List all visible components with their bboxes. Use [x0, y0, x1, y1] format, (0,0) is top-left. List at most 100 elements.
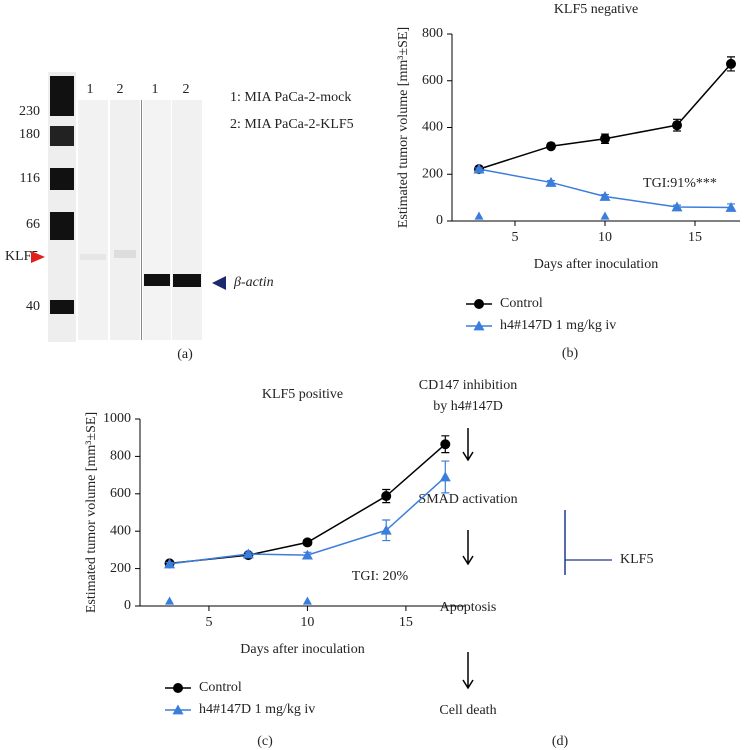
lane-label: 2 [183, 82, 190, 97]
y-tick-label: 400 [422, 120, 443, 135]
point [473, 163, 485, 174]
ladder-band [50, 212, 74, 240]
legend-label: Control [500, 296, 543, 311]
point [599, 190, 611, 201]
chart-title: KLF5 negative [554, 2, 638, 17]
legend-label: h4#147D 1 mg/kg iv [199, 702, 315, 717]
step-text: Apoptosis [440, 600, 497, 615]
panel-label: (d) [552, 734, 569, 749]
point [302, 537, 313, 548]
y-tick-label: 200 [422, 166, 443, 181]
y-axis-label: Estimated tumor volume [mm³±SE] [396, 27, 411, 228]
marker-label: 116 [20, 171, 40, 186]
target-label: KLF5 [5, 249, 38, 264]
x-axis-label: Days after inoculation [240, 642, 364, 657]
chart-title: KLF5 positive [262, 387, 343, 402]
y-axis-label: Estimated tumor volume [mm³±SE] [84, 412, 99, 613]
arrow [462, 652, 474, 690]
lane-label: 1 [87, 82, 94, 97]
inhibitor-label: KLF5 [620, 552, 653, 567]
marker-label: 66 [26, 217, 40, 232]
point [380, 524, 392, 535]
target-arrow [31, 251, 45, 263]
arrow [462, 428, 474, 462]
key-text: 2: MIA PaCa-2-KLF5 [230, 117, 354, 132]
step-text: Cell death [439, 703, 496, 718]
ladder-band [50, 300, 74, 314]
point [242, 548, 254, 559]
dose-marker [600, 211, 610, 220]
step-text: by h4#147D [433, 399, 503, 414]
arrows [462, 428, 474, 690]
arrow [462, 530, 474, 566]
blot-panel: 230 180 116 66 40 KLF5 1 2 1 2 1: MIA Pa… [5, 72, 354, 362]
x-tick-label: 15 [688, 230, 702, 245]
ladder-lane [48, 72, 76, 342]
x-tick-label: 5 [205, 615, 212, 630]
legend-marker [474, 299, 484, 309]
y-tick-label: 600 [110, 486, 131, 501]
point [725, 201, 737, 212]
lane [78, 100, 108, 340]
point [726, 58, 736, 69]
point [164, 558, 176, 569]
annotation: TGI: 20% [352, 569, 409, 584]
y-tick-label: 400 [110, 523, 131, 538]
dose-marker [302, 596, 312, 605]
lane [172, 100, 202, 340]
panel-label: (b) [562, 346, 579, 361]
marker-label: 180 [19, 127, 40, 142]
x-tick-label: 15 [399, 615, 413, 630]
x-tick-label: 5 [512, 230, 519, 245]
point [545, 176, 557, 187]
point [600, 133, 610, 144]
ladder-band [50, 168, 74, 190]
y-tick-label: 1000 [103, 411, 131, 426]
band [173, 274, 201, 287]
legend-label: h4#147D 1 mg/kg iv [500, 318, 616, 333]
band [114, 250, 136, 258]
key-text: 1: MIA PaCa-2-mock [230, 90, 351, 105]
step-text: CD147 inhibition [419, 378, 517, 393]
dose-marker [165, 596, 175, 605]
lane-label: 1 [152, 82, 159, 97]
legend-marker [173, 683, 183, 693]
series-line [478, 63, 732, 170]
point [546, 141, 556, 152]
dose-marker [474, 211, 484, 220]
marker-label: 40 [26, 299, 40, 314]
point [439, 471, 451, 482]
step-text: SMAD activation [418, 492, 517, 507]
y-tick-label: 0 [124, 598, 131, 613]
point [671, 201, 683, 212]
point [301, 549, 313, 560]
lane [143, 100, 171, 340]
legend-marker [172, 704, 184, 715]
point [440, 439, 451, 450]
y-tick-label: 200 [110, 561, 131, 576]
y-tick-label: 800 [110, 449, 131, 464]
marker-label: 230 [19, 104, 40, 119]
point [381, 491, 392, 502]
band [144, 274, 170, 286]
annotation: TGI:91%*** [643, 176, 717, 191]
control-label: β-actin [233, 275, 274, 290]
ladder-band [50, 126, 74, 146]
control-arrow [212, 276, 226, 290]
x-tick-label: 10 [598, 230, 612, 245]
panel-label: (a) [177, 347, 193, 362]
y-tick-label: 600 [422, 73, 443, 88]
ladder-band [50, 76, 74, 116]
point [672, 120, 682, 131]
band [80, 254, 106, 260]
legend-marker [473, 320, 485, 331]
lane [110, 100, 140, 340]
panel-label: (c) [257, 734, 273, 749]
y-tick-label: 800 [422, 26, 443, 41]
pathway-diagram: CD147 inhibition by h4#147D SMAD activat… [418, 378, 653, 749]
x-tick-label: 10 [300, 615, 314, 630]
x-axis-label: Days after inoculation [534, 257, 658, 272]
y-tick-label: 0 [436, 213, 443, 228]
legend-label: Control [199, 680, 242, 695]
